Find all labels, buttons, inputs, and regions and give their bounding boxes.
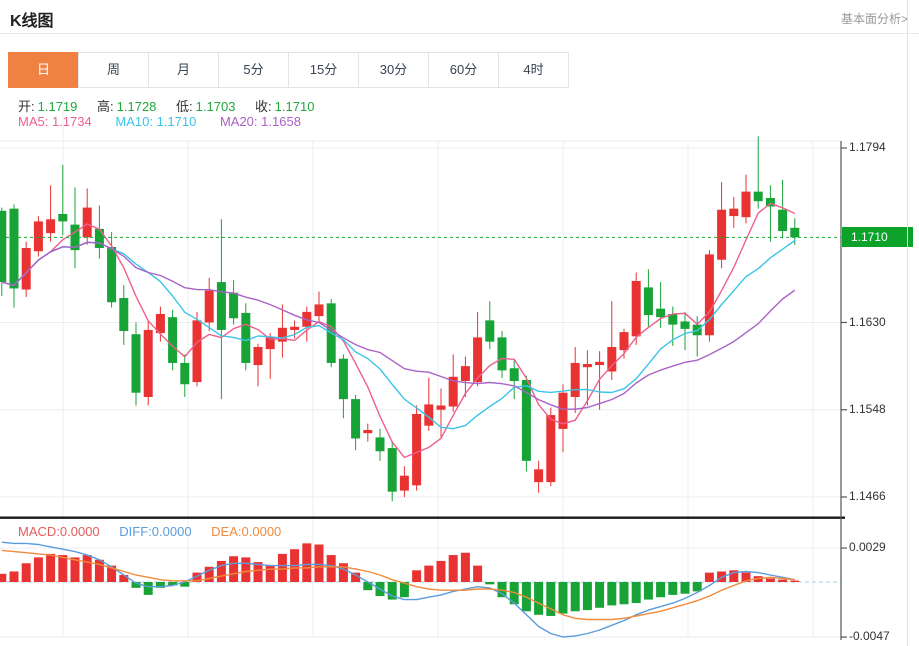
price-tick-1.1548: 1.1548 [849, 401, 886, 416]
high-label: 高: [97, 99, 114, 114]
tab-月[interactable]: 月 [148, 52, 219, 88]
tab-4时[interactable]: 4时 [498, 52, 569, 88]
open-label: 开: [18, 99, 35, 114]
price-tick-1.1630: 1.1630 [849, 314, 886, 329]
widget-right-border [907, 0, 908, 646]
tab-15分[interactable]: 15分 [288, 52, 359, 88]
diff-value: 0.0000 [151, 524, 192, 539]
tab-5分[interactable]: 5分 [218, 52, 289, 88]
tab-日[interactable]: 日 [8, 52, 79, 88]
tab-60分[interactable]: 60分 [428, 52, 499, 88]
tab-周[interactable]: 周 [78, 52, 149, 88]
diff-label: DIFF: [119, 524, 152, 539]
macd-tick-0.0029: 0.0029 [849, 540, 886, 555]
current-price-tag: 1.1710 [842, 227, 913, 247]
ma-legend: MA5: 1.1734 MA10: 1.1710 MA20: 1.1658 [18, 114, 321, 129]
fundamental-analysis-link[interactable]: 基本面分析> [840, 12, 908, 26]
low-value: 1.1703 [195, 99, 236, 114]
macd-legend: MACD:0.0000 DIFF:0.0000 DEA:0.0000 [18, 524, 297, 539]
ma5-value: 1.1734 [51, 114, 92, 129]
ma10-label: MA10: [115, 114, 153, 129]
dea-value: 0.0000 [241, 524, 282, 539]
low-label: 低: [176, 99, 193, 114]
close-label: 收: [255, 99, 272, 114]
macd-label: MACD: [18, 524, 60, 539]
macd-value: 0.0000 [59, 524, 100, 539]
price-tick-1.1794: 1.1794 [849, 140, 886, 154]
high-value: 1.1728 [116, 99, 157, 114]
ma5-label: MA5: [18, 114, 49, 129]
dea-label: DEA: [211, 524, 242, 539]
ma10-value: 1.1710 [156, 114, 197, 129]
current-price-value: 1.1710 [851, 230, 888, 244]
page-title: K线图 [10, 13, 54, 30]
ma20-label: MA20: [219, 114, 258, 129]
ohlc-legend: 开: 1.1719 高: 1.1728 低: 1.1703 收: 1.1710 [18, 96, 330, 115]
open-value: 1.1719 [37, 99, 78, 114]
macd-tick--0.0047: -0.0047 [849, 629, 890, 644]
close-value: 1.1710 [274, 99, 315, 114]
ma20-value: 1.1658 [261, 114, 301, 129]
interval-tabbar: 日周月 5分 15分 30分 60分 4时 [8, 52, 569, 88]
tab-30分[interactable]: 30分 [358, 52, 429, 88]
price-tick-1.1466: 1.1466 [849, 489, 886, 503]
header-divider [0, 33, 919, 34]
